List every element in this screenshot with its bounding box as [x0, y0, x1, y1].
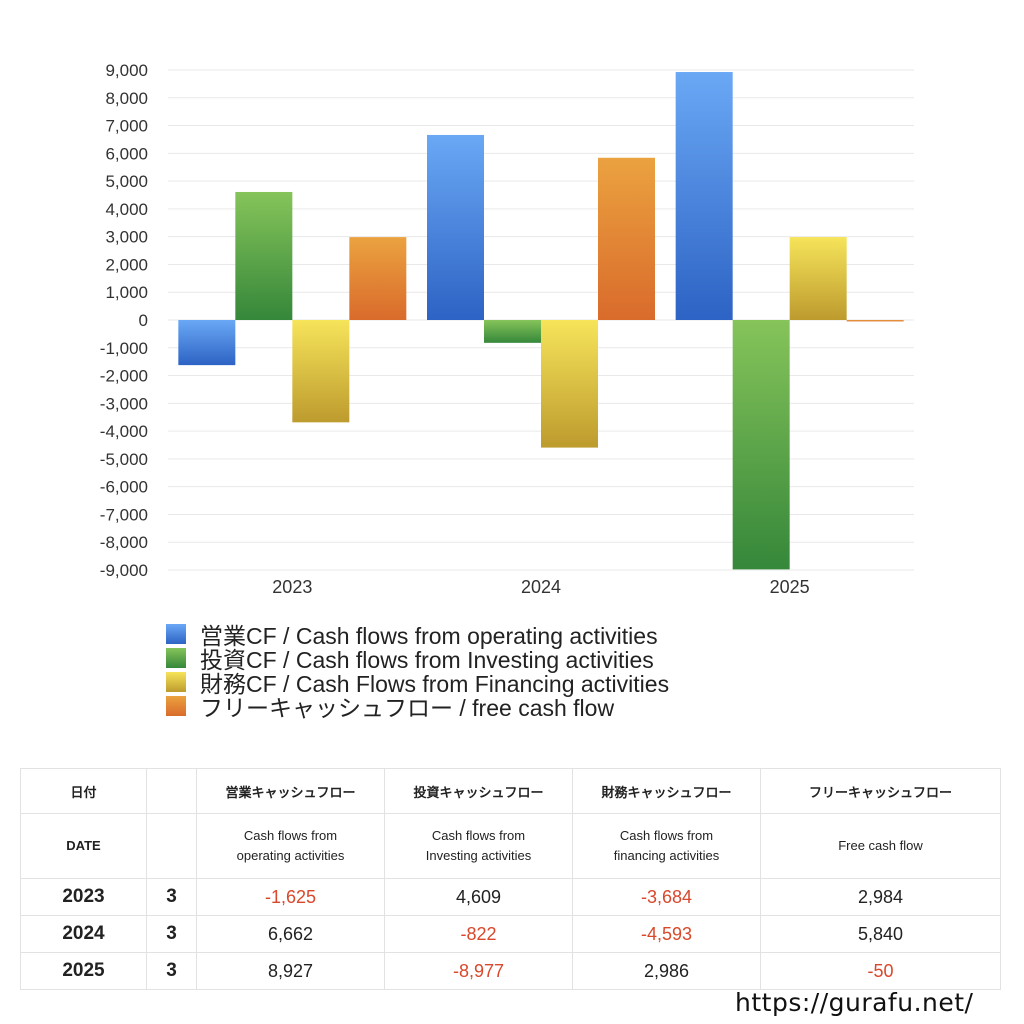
- cell-operating: 8,927: [196, 952, 385, 990]
- row-month: 3: [146, 878, 197, 916]
- row-year: 2023: [20, 878, 147, 916]
- bar-2025-series-3: [846, 320, 904, 322]
- y-tick-label: 0: [139, 311, 148, 330]
- y-tick-label: 3,000: [105, 228, 148, 247]
- bar-2023-series-1: [235, 191, 293, 320]
- legend-label-operating: 営業CF / Cash flows from operating activit…: [200, 623, 658, 649]
- bar-2023-series-0: [178, 320, 236, 366]
- bars: [178, 72, 904, 570]
- y-tick-label: 9,000: [105, 61, 148, 80]
- header-investing-en-line1: Cash flows from: [431, 828, 526, 843]
- cell-financing: -3,684: [572, 878, 761, 916]
- legend-label-financing: 財務CF / Cash Flows from Financing activit…: [200, 671, 670, 697]
- header-free-en: Free cash flow: [760, 813, 1001, 879]
- x-tick-label: 2023: [272, 577, 312, 597]
- legend-label-free: フリーキャッシュフロー / free cash flow: [200, 695, 615, 721]
- chart-legend: 営業CF / Cash flows from operating activit…: [166, 622, 669, 721]
- cell-investing: -8,977: [384, 952, 573, 990]
- header-financing-en-line2: financing activities: [613, 848, 720, 863]
- legend-swatch-operating: [166, 624, 186, 644]
- row-year: 2024: [20, 915, 147, 953]
- y-tick-label: 6,000: [105, 144, 148, 163]
- y-tick-label: 4,000: [105, 200, 148, 219]
- header-operating-en-line1: Cash flows from: [243, 828, 338, 843]
- header-month-en: [146, 813, 197, 879]
- header-investing-jp: 投資キャッシュフロー: [384, 768, 573, 814]
- legend-item-free: フリーキャッシュフロー / free cash flow: [166, 694, 669, 721]
- header-financing-en-line1: Cash flows from: [619, 828, 714, 843]
- bar-2024-series-0: [427, 134, 484, 320]
- header-operating-en: Cash flows from operating activities: [196, 813, 385, 879]
- bar-2025-series-0: [675, 72, 733, 321]
- cash-flow-table: 日付 営業キャッシュフロー 投資キャッシュフロー 財務キャッシュフロー フリーキ…: [20, 768, 1001, 990]
- cell-investing: -822: [384, 915, 573, 953]
- legend-swatch-investing: [166, 648, 186, 668]
- table-row: 2024 3 6,662 -822 -4,593 5,840: [20, 915, 1001, 953]
- cell-operating: 6,662: [196, 915, 385, 953]
- bar-2024-series-2: [541, 320, 598, 448]
- bar-2023-series-3: [349, 237, 407, 320]
- site-url: https://gurafu.net/: [735, 988, 974, 1017]
- cell-financing: 2,986: [572, 952, 761, 990]
- y-tick-label: 2,000: [105, 255, 148, 274]
- row-month: 3: [146, 952, 197, 990]
- legend-swatch-free: [166, 696, 186, 716]
- x-tick-label: 2024: [521, 577, 561, 597]
- legend-item-financing: 財務CF / Cash Flows from Financing activit…: [166, 670, 669, 697]
- header-operating-jp: 営業キャッシュフロー: [196, 768, 385, 814]
- table-header-jp: 日付 営業キャッシュフロー 投資キャッシュフロー 財務キャッシュフロー フリーキ…: [20, 768, 1001, 814]
- header-operating-en-line2: operating activities: [236, 848, 345, 863]
- y-tick-label: -3,000: [100, 394, 148, 413]
- legend-item-operating: 営業CF / Cash flows from operating activit…: [166, 622, 669, 649]
- bar-2025-series-2: [789, 237, 847, 320]
- cell-free: 5,840: [760, 915, 1001, 953]
- y-tick-label: 7,000: [105, 117, 148, 136]
- row-year: 2025: [20, 952, 147, 990]
- y-tick-label: -7,000: [100, 505, 148, 524]
- header-free-en-line1: Free cash flow: [838, 838, 923, 853]
- y-tick-label: -5,000: [100, 450, 148, 469]
- bar-2024-series-3: [598, 157, 655, 320]
- bar-2025-series-1: [732, 320, 790, 570]
- y-tick-label: 1,000: [105, 283, 148, 302]
- y-axis-ticks: 9,000 8,000 7,000 6,000 5,000 4,000 3,000 2,000…: [100, 61, 148, 580]
- row-month: 3: [146, 915, 197, 953]
- y-tick-label: -8,000: [100, 533, 148, 552]
- bar-2023-series-2: [292, 320, 350, 423]
- header-free-jp: フリーキャッシュフロー: [760, 768, 1001, 814]
- header-month-jp: [146, 768, 197, 814]
- cell-free: 2,984: [760, 878, 1001, 916]
- y-tick-label: -2,000: [100, 367, 148, 386]
- x-axis-ticks: 2023 2024 2025: [272, 577, 809, 597]
- header-investing-en-line2: Investing activities: [425, 848, 532, 863]
- cell-free: -50: [760, 952, 1001, 990]
- table-row: 2025 3 8,927 -8,977 2,986 -50: [20, 952, 1001, 990]
- y-tick-label: 8,000: [105, 89, 148, 108]
- table-header-en: DATE Cash flows from operating activitie…: [20, 813, 1001, 879]
- y-tick-label: -4,000: [100, 422, 148, 441]
- x-tick-label: 2025: [770, 577, 810, 597]
- y-tick-label: -1,000: [100, 339, 148, 358]
- header-date-jp: 日付: [20, 768, 147, 814]
- bar-2024-series-1: [484, 320, 541, 343]
- header-financing-en: Cash flows from financing activities: [572, 813, 761, 879]
- header-date-en: DATE: [20, 813, 147, 879]
- legend-label-investing: 投資CF / Cash flows from Investing activit…: [200, 647, 654, 673]
- cell-financing: -4,593: [572, 915, 761, 953]
- cash-flow-chart: 9,000 8,000 7,000 6,000 5,000 4,000 3,000 2,000…: [100, 61, 914, 597]
- header-financing-jp: 財務キャッシュフロー: [572, 768, 761, 814]
- cell-investing: 4,609: [384, 878, 573, 916]
- legend-swatch-financing: [166, 672, 186, 692]
- y-tick-label: 5,000: [105, 172, 148, 191]
- header-investing-en: Cash flows from Investing activities: [384, 813, 573, 879]
- y-tick-label: -9,000: [100, 561, 148, 580]
- y-tick-label: -6,000: [100, 478, 148, 497]
- table-row: 2023 3 -1,625 4,609 -3,684 2,984: [20, 878, 1001, 916]
- cell-operating: -1,625: [196, 878, 385, 916]
- legend-item-investing: 投資CF / Cash flows from Investing activit…: [166, 646, 669, 673]
